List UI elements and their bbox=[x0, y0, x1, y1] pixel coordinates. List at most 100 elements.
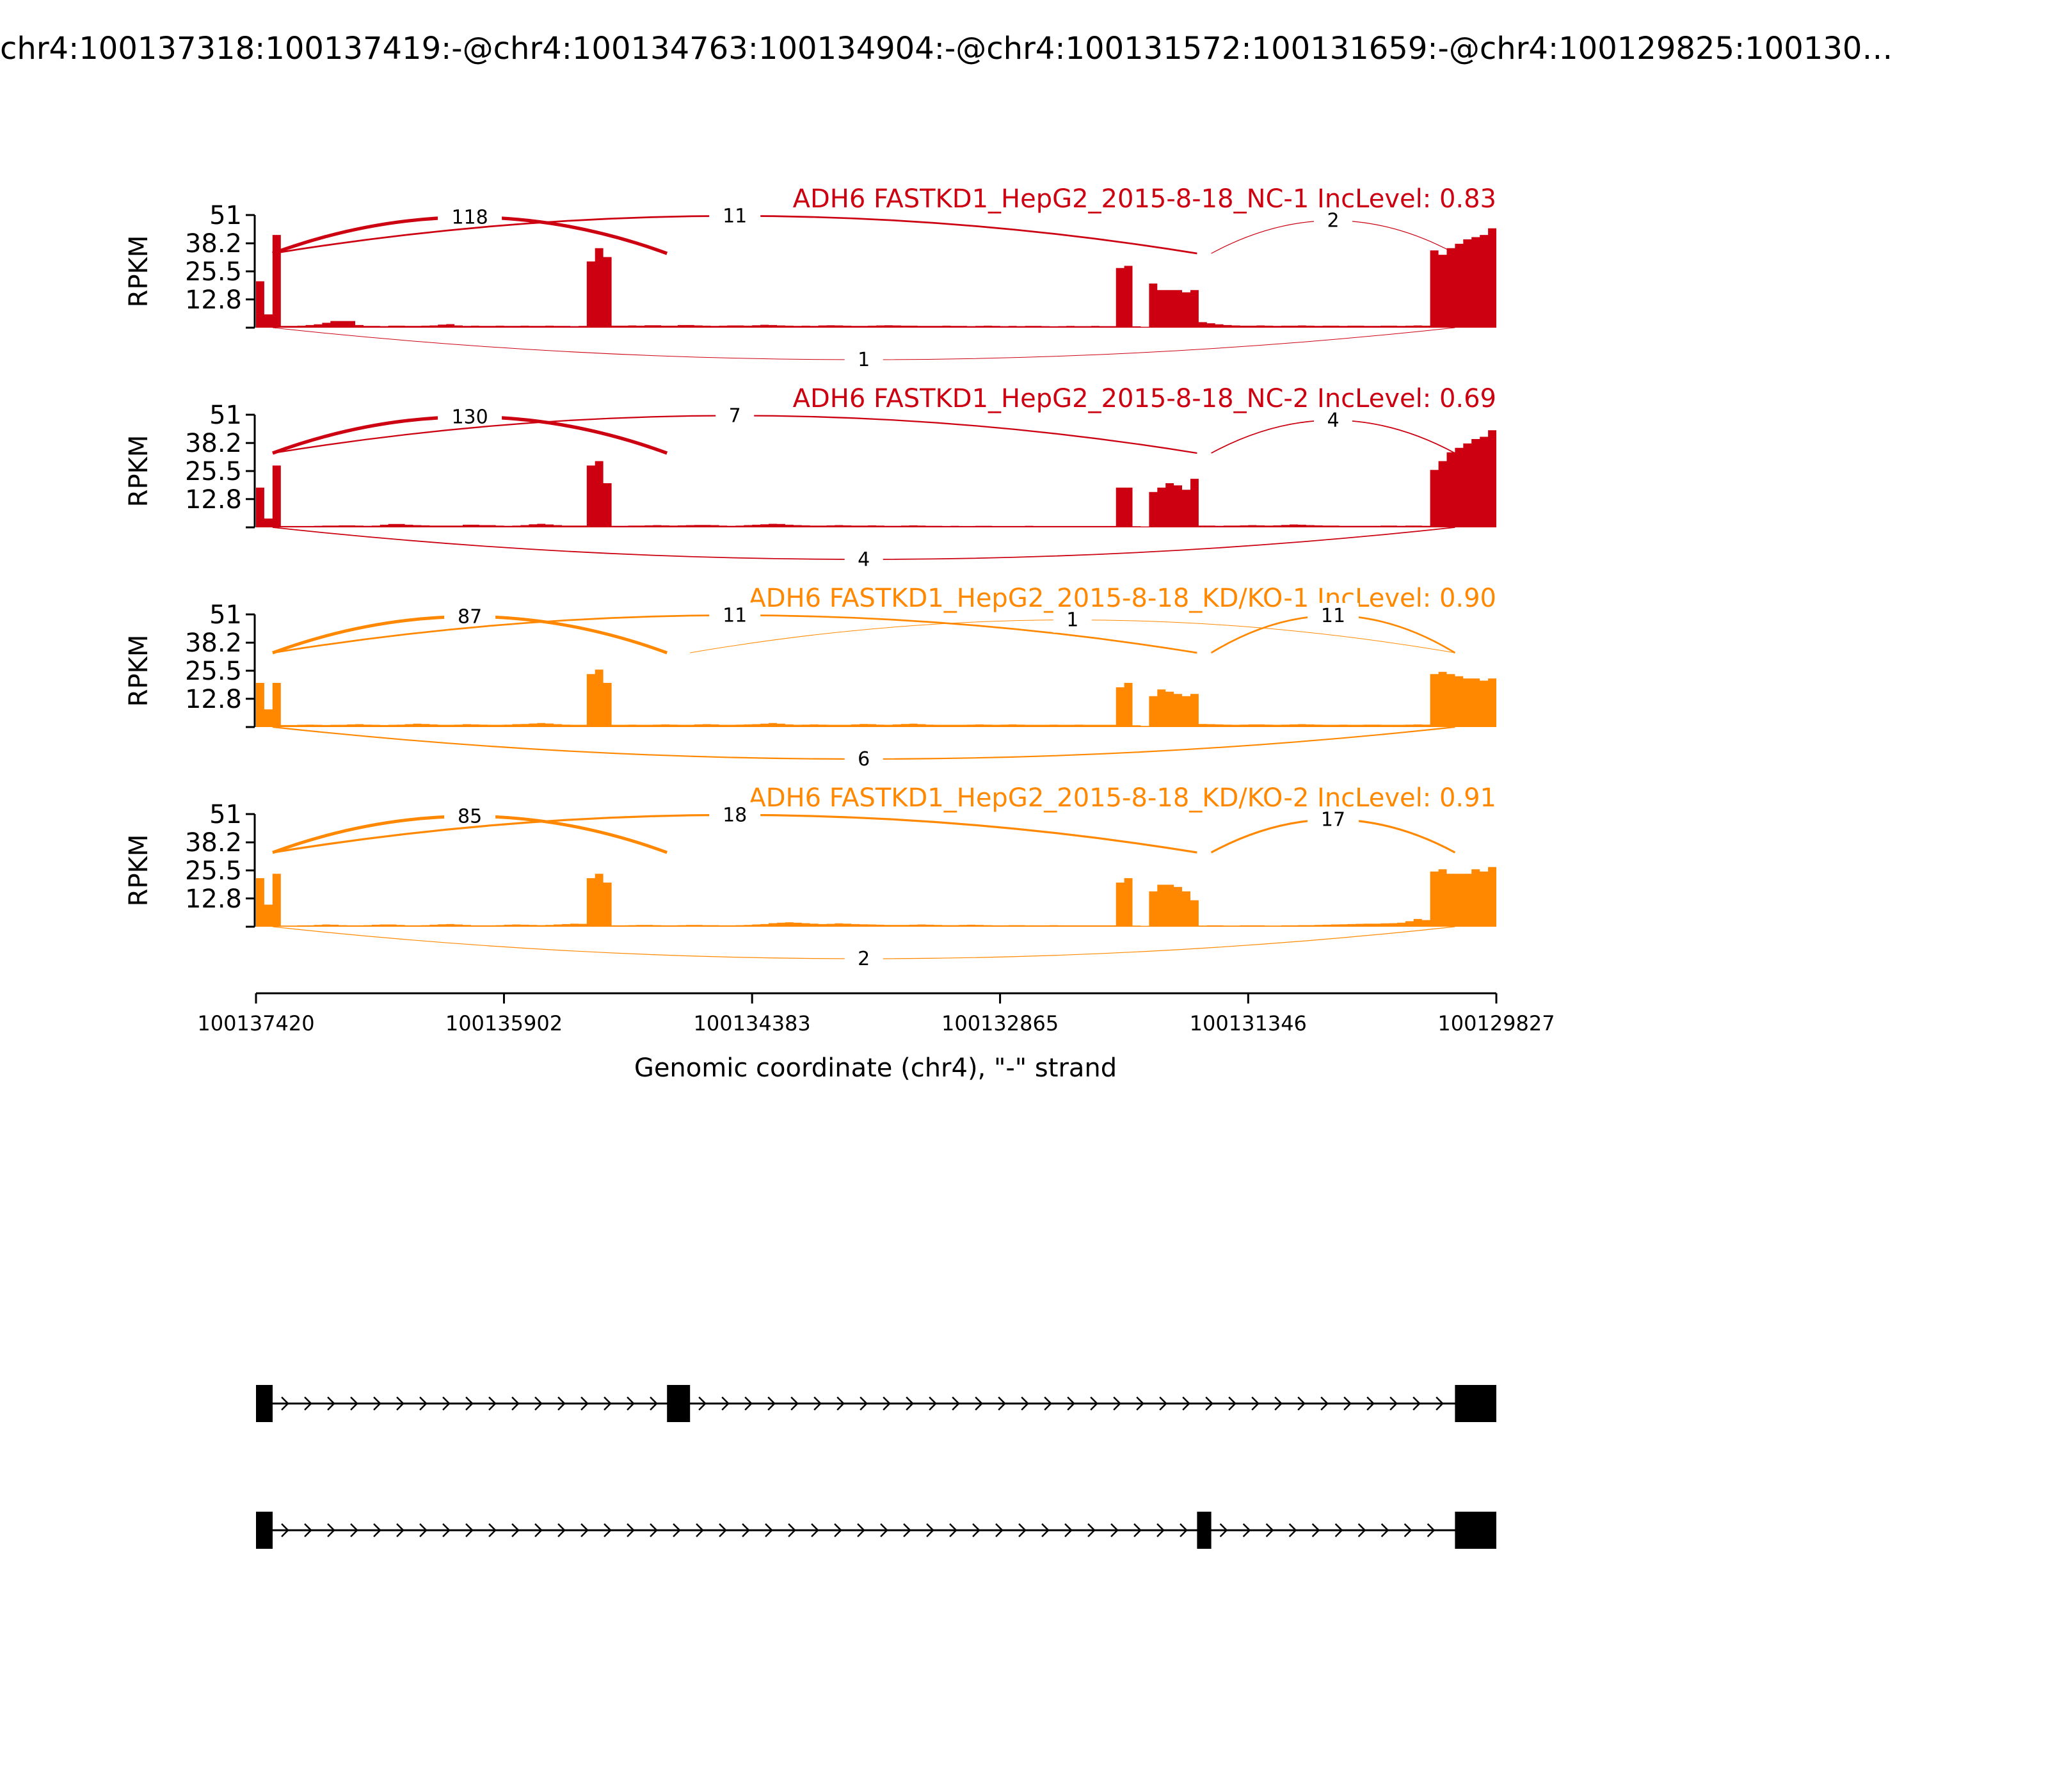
exon-block bbox=[667, 1385, 691, 1422]
strand-chevron bbox=[488, 1396, 497, 1411]
strand-chevron bbox=[696, 1523, 704, 1537]
strand-chevron bbox=[1156, 1523, 1165, 1537]
coverage-area bbox=[256, 430, 1496, 527]
strand-chevron bbox=[1205, 1396, 1213, 1411]
strand-chevron bbox=[1113, 1396, 1121, 1411]
track-title: ADH6 FASTKD1_HepG2_2015-8-18_KD/KO-1 Inc… bbox=[748, 584, 1496, 613]
junction-label-bg bbox=[844, 946, 883, 972]
junction-label-bg bbox=[1308, 806, 1359, 833]
strand-chevron bbox=[673, 1523, 681, 1537]
junction-count: 4 bbox=[1327, 410, 1339, 432]
strand-chevron bbox=[396, 1396, 404, 1411]
track-title: ADH6 FASTKD1_HepG2_2015-8-18_NC-2 IncLev… bbox=[793, 384, 1496, 413]
junction-count: 130 bbox=[451, 406, 488, 429]
strand-chevron bbox=[281, 1396, 289, 1411]
isoform-2 bbox=[256, 1512, 1496, 1549]
strand-chevron bbox=[465, 1523, 474, 1537]
strand-chevron bbox=[903, 1523, 911, 1537]
y-axis-label: RPKM bbox=[124, 835, 154, 907]
exon-block bbox=[256, 1385, 273, 1422]
strand-chevron bbox=[1427, 1523, 1436, 1537]
junction-count: 4 bbox=[858, 548, 870, 571]
junction-count: 11 bbox=[723, 604, 747, 627]
strand-chevron bbox=[1389, 1396, 1398, 1411]
exon-block bbox=[256, 1512, 273, 1549]
y-tick-label: 38.2 bbox=[185, 229, 242, 259]
junction-label-bg bbox=[844, 347, 883, 372]
strand-chevron bbox=[1219, 1523, 1228, 1537]
x-tick-label: 100131346 bbox=[1190, 1011, 1307, 1036]
strand-chevron bbox=[488, 1523, 497, 1537]
strand-chevron bbox=[1067, 1396, 1075, 1411]
exon-block bbox=[1455, 1512, 1496, 1549]
strand-chevron bbox=[1064, 1523, 1073, 1537]
junction-label-bg bbox=[1314, 407, 1352, 433]
x-tick-label: 100137420 bbox=[197, 1011, 314, 1036]
strand-chevron bbox=[534, 1523, 543, 1537]
strand-chevron bbox=[304, 1523, 312, 1537]
strand-chevron bbox=[790, 1396, 799, 1411]
x-tick-label: 100129827 bbox=[1437, 1011, 1555, 1036]
junction-count: 11 bbox=[1321, 605, 1345, 627]
strand-chevron bbox=[1297, 1396, 1306, 1411]
strand-chevron bbox=[926, 1523, 934, 1537]
x-axis-label: Genomic coordinate (chr4), "-" strand bbox=[634, 1053, 1117, 1083]
strand-chevron bbox=[396, 1523, 404, 1537]
y-axis-label: RPKM bbox=[124, 236, 154, 308]
y-tick-label: 51 bbox=[209, 600, 242, 630]
strand-chevron bbox=[419, 1523, 428, 1537]
strand-chevron bbox=[860, 1396, 868, 1411]
junction-label-bg bbox=[709, 203, 761, 229]
strand-chevron bbox=[1357, 1523, 1366, 1537]
strand-chevron bbox=[949, 1523, 957, 1537]
strand-chevron bbox=[511, 1523, 520, 1537]
y-tick-label: 25.5 bbox=[185, 856, 242, 886]
y-tick-label: 25.5 bbox=[185, 257, 242, 287]
strand-chevron bbox=[1436, 1396, 1444, 1411]
strand-chevron bbox=[698, 1396, 707, 1411]
y-tick-label: 12.8 bbox=[185, 285, 242, 315]
strand-chevron bbox=[511, 1396, 520, 1411]
strand-chevron bbox=[1412, 1396, 1421, 1411]
strand-chevron bbox=[1159, 1396, 1167, 1411]
strand-chevron bbox=[534, 1396, 543, 1411]
strand-chevron bbox=[972, 1523, 980, 1537]
strand-chevron bbox=[1274, 1396, 1283, 1411]
strand-chevron bbox=[719, 1523, 727, 1537]
strand-chevron bbox=[1320, 1396, 1329, 1411]
junction-count: 2 bbox=[1327, 210, 1339, 232]
junction-count: 17 bbox=[1321, 809, 1345, 831]
junction-count: 18 bbox=[723, 804, 747, 826]
y-tick-label: 51 bbox=[209, 401, 242, 430]
exon-block bbox=[1455, 1385, 1496, 1422]
strand-chevron bbox=[1090, 1396, 1098, 1411]
strand-chevron bbox=[1343, 1396, 1352, 1411]
junction-label-bg bbox=[1308, 603, 1359, 628]
strand-chevron bbox=[327, 1396, 335, 1411]
junction-count: 6 bbox=[858, 748, 870, 771]
isoform-1 bbox=[256, 1385, 1496, 1422]
x-tick-label: 100135902 bbox=[445, 1011, 563, 1036]
y-tick-label: 25.5 bbox=[185, 457, 242, 486]
y-tick-label: 51 bbox=[209, 800, 242, 829]
y-axis-label: RPKM bbox=[124, 435, 154, 508]
strand-chevron bbox=[1136, 1396, 1144, 1411]
coverage-area bbox=[256, 669, 1496, 727]
strand-chevron bbox=[1044, 1396, 1052, 1411]
y-tick-label: 38.2 bbox=[185, 429, 242, 458]
strand-chevron bbox=[627, 1396, 635, 1411]
junction-count: 85 bbox=[458, 806, 482, 828]
strand-chevron bbox=[1021, 1396, 1029, 1411]
strand-chevron bbox=[580, 1523, 589, 1537]
strand-chevron bbox=[373, 1396, 381, 1411]
strand-chevron bbox=[442, 1396, 451, 1411]
junction-label-bg bbox=[709, 602, 761, 628]
junction-label-bg bbox=[1053, 607, 1092, 633]
strand-chevron bbox=[350, 1396, 358, 1411]
strand-chevron bbox=[627, 1523, 635, 1537]
